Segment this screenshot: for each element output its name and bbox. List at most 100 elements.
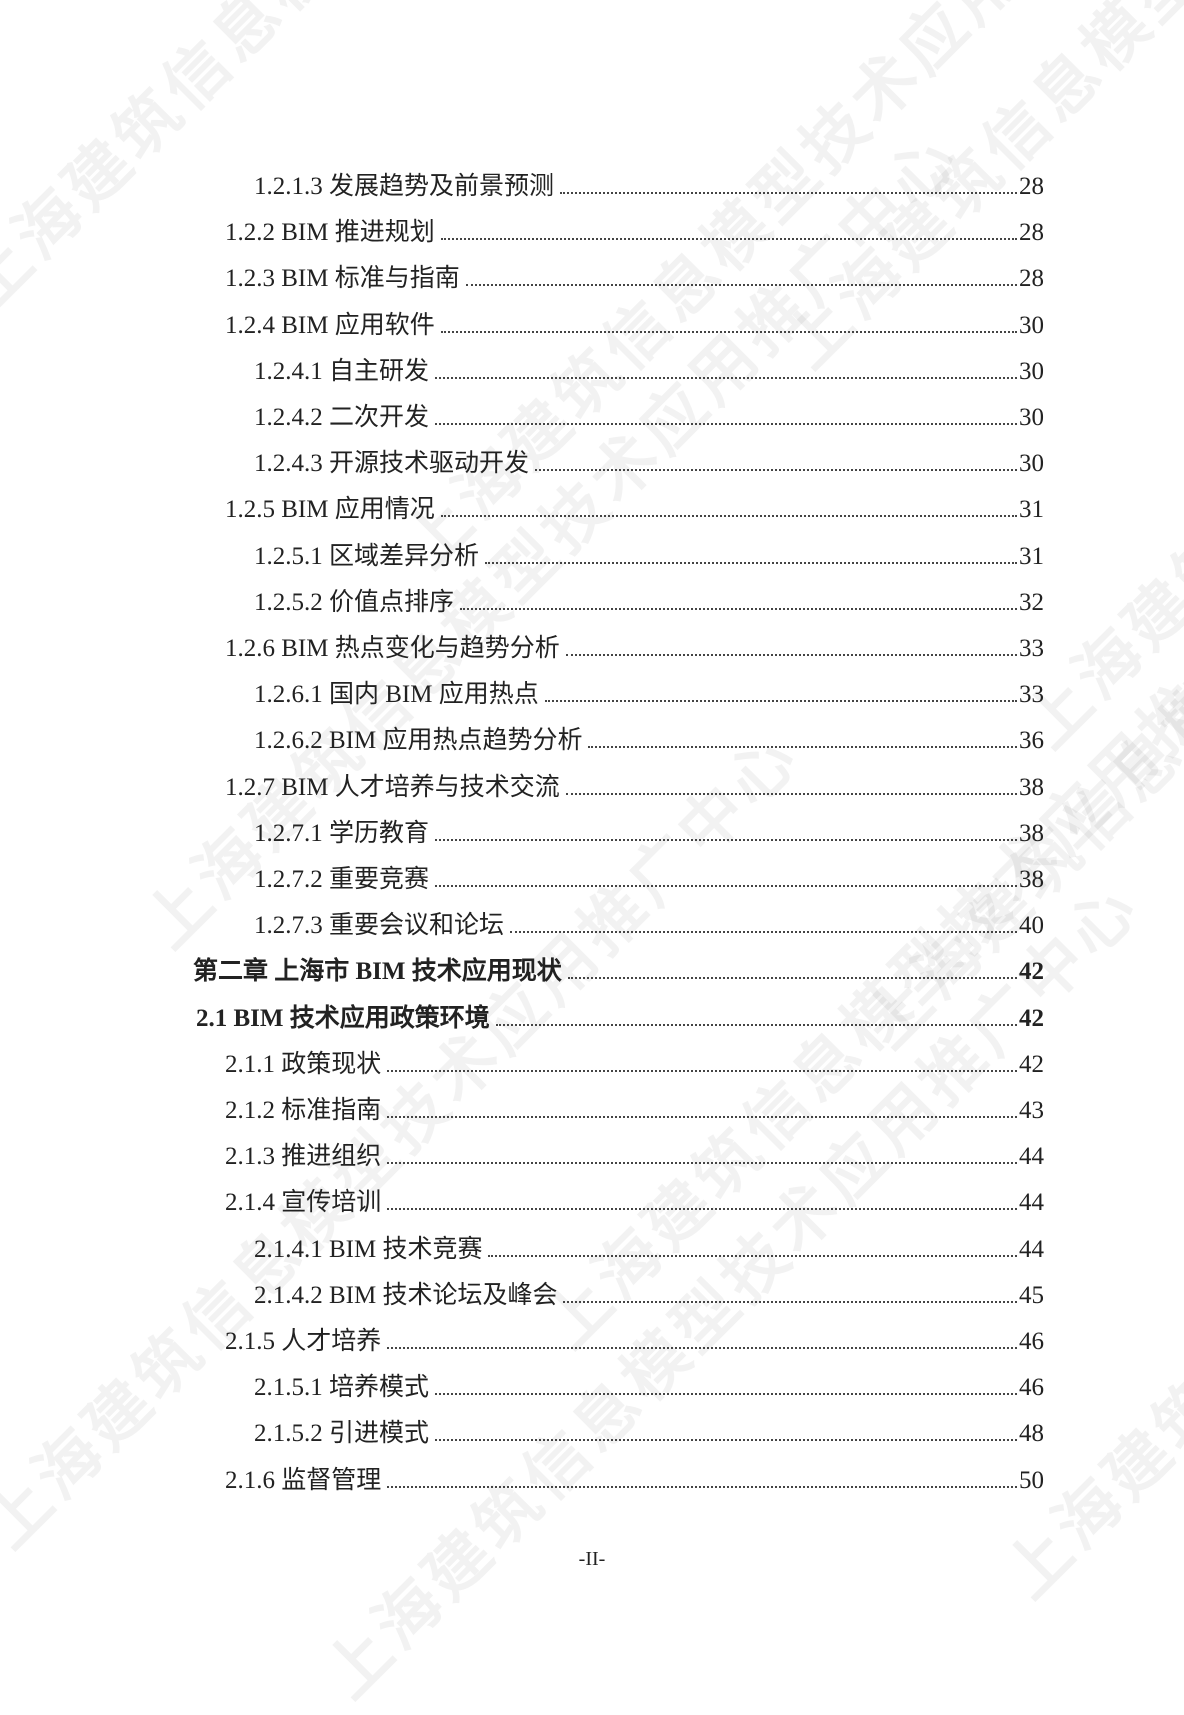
toc-entry-title: 1.2.4.1 自主研发 bbox=[254, 357, 430, 385]
toc-entry-page: 33 bbox=[1019, 635, 1044, 662]
toc-entry-page: 44 bbox=[1019, 1189, 1044, 1217]
toc-entry-page: 36 bbox=[1019, 727, 1044, 755]
dot-leader bbox=[435, 1393, 1017, 1396]
toc-entry-page: 44 bbox=[1019, 1143, 1044, 1171]
toc-entry-title: 1.2.4.3 开源技术驱动开发 bbox=[254, 450, 530, 478]
toc-entry-title: 2.1.5 人才培养 bbox=[225, 1328, 382, 1355]
dot-leader bbox=[440, 330, 1017, 333]
toc-entry-page: 30 bbox=[1019, 450, 1044, 478]
dot-leader bbox=[535, 469, 1017, 472]
dot-leader bbox=[460, 607, 1017, 610]
dot-leader bbox=[435, 423, 1017, 425]
toc-entry[interactable]: 1.2.6 BIM 热点变化与趋势分析 33 bbox=[225, 628, 1044, 668]
dot-leader bbox=[387, 1069, 1017, 1072]
page-number: -II- bbox=[578, 1548, 606, 1570]
toc-entry-title: 1.2.2 BIM 推进规划 bbox=[225, 219, 435, 247]
toc-entry-page: 31 bbox=[1019, 542, 1044, 570]
dot-leader bbox=[435, 1439, 1017, 1442]
toc-entry[interactable]: 2.1.4.2 BIM 技术论坛及峰会 45 bbox=[254, 1275, 1044, 1315]
dot-leader bbox=[488, 1254, 1017, 1257]
toc-entry[interactable]: 1.2.1.3 发展趋势及前景预测 28 bbox=[254, 166, 1044, 206]
dot-leader bbox=[510, 931, 1017, 934]
toc-entry-title: 1.2.1.3 发展趋势及前景预测 bbox=[254, 173, 555, 200]
toc-entry[interactable]: 第二章 上海市 BIM 技术应用现状 42 bbox=[193, 951, 1044, 991]
toc-entry[interactable]: 1.2.4 BIM 应用软件 30 bbox=[225, 305, 1044, 345]
toc-entry[interactable]: 1.2.7.2 重要竞赛 38 bbox=[254, 859, 1044, 899]
toc-entry-title: 2.1.3 推进组织 bbox=[225, 1143, 382, 1171]
toc-entry[interactable]: 1.2.6.2 BIM 应用热点趋势分析 36 bbox=[254, 720, 1044, 760]
toc-entry-page: 38 bbox=[1019, 773, 1044, 801]
toc-entry-page: 50 bbox=[1019, 1466, 1044, 1494]
toc-entry-page: 30 bbox=[1019, 311, 1044, 339]
toc-entry-page: 38 bbox=[1019, 819, 1044, 847]
toc-entry[interactable]: 2.1.6 监督管理 50 bbox=[225, 1460, 1044, 1500]
dot-leader bbox=[588, 746, 1017, 749]
toc-entry-title: 2.1.6 监督管理 bbox=[225, 1466, 382, 1494]
toc-entry-title: 1.2.7.2 重要竞赛 bbox=[254, 866, 430, 893]
toc-entry[interactable]: 1.2.4.1 自主研发 30 bbox=[254, 351, 1044, 391]
toc-entry[interactable]: 2.1.3 推进组织 44 bbox=[225, 1136, 1044, 1176]
dot-leader bbox=[387, 1485, 1017, 1488]
dot-leader bbox=[387, 1347, 1017, 1349]
toc-entry[interactable]: 2.1 BIM 技术应用政策环境 42 bbox=[196, 998, 1044, 1038]
toc-entry-title: 2.1 BIM 技术应用政策环境 bbox=[196, 1004, 490, 1032]
toc-entry-page: 42 bbox=[1019, 1050, 1044, 1078]
toc-entry-title: 1.2.6.2 BIM 应用热点趋势分析 bbox=[254, 727, 583, 755]
dot-leader bbox=[465, 284, 1017, 287]
toc-entry-title: 第二章 上海市 BIM 技术应用现状 bbox=[193, 958, 562, 986]
toc-entry-title: 1.2.6 BIM 热点变化与趋势分析 bbox=[225, 635, 560, 662]
toc-entry[interactable]: 1.2.5.1 区域差异分析 31 bbox=[254, 536, 1044, 576]
toc-entry-title: 1.2.7 BIM 人才培养与技术交流 bbox=[225, 773, 560, 801]
toc-entry-title: 2.1.2 标准指南 bbox=[225, 1097, 382, 1124]
toc-entry-title: 2.1.5.1 培养模式 bbox=[254, 1374, 430, 1402]
toc-entry-page: 28 bbox=[1019, 173, 1044, 200]
toc-entry[interactable]: 2.1.5 人才培养 46 bbox=[225, 1321, 1044, 1361]
dot-leader bbox=[387, 1162, 1017, 1165]
toc-entry[interactable]: 1.2.7.3 重要会议和论坛 40 bbox=[254, 905, 1044, 945]
toc-entry-title: 1.2.7.3 重要会议和论坛 bbox=[254, 912, 505, 940]
toc-entry-title: 2.1.4.1 BIM 技术竞赛 bbox=[254, 1235, 483, 1263]
toc-entry[interactable]: 2.1.5.2 引进模式 48 bbox=[254, 1413, 1044, 1453]
toc-entry[interactable]: 2.1.4.1 BIM 技术竞赛 44 bbox=[254, 1229, 1044, 1269]
dot-leader bbox=[485, 561, 1017, 564]
toc-entry-page: 46 bbox=[1019, 1374, 1044, 1402]
dot-leader bbox=[440, 238, 1017, 241]
dot-leader bbox=[560, 192, 1017, 194]
toc-entry[interactable]: 2.1.1 政策现状 42 bbox=[225, 1044, 1044, 1084]
toc-entry[interactable]: 1.2.5 BIM 应用情况 31 bbox=[225, 489, 1044, 529]
toc-entry-page: 48 bbox=[1019, 1420, 1044, 1448]
toc-entry-page: 32 bbox=[1019, 588, 1044, 616]
dot-leader bbox=[387, 1208, 1017, 1211]
toc-entry-title: 1.2.7.1 学历教育 bbox=[254, 819, 430, 847]
dot-leader bbox=[440, 515, 1017, 518]
toc-entry[interactable]: 1.2.4.2 二次开发 30 bbox=[254, 397, 1044, 437]
toc-entry[interactable]: 1.2.7.1 学历教育 38 bbox=[254, 813, 1044, 853]
toc-entry-title: 2.1.4.2 BIM 技术论坛及峰会 bbox=[254, 1281, 558, 1309]
toc-entry-title: 2.1.4 宣传培训 bbox=[225, 1189, 382, 1217]
toc-entry-page: 44 bbox=[1019, 1235, 1044, 1263]
toc-entry-page: 28 bbox=[1019, 265, 1044, 293]
toc-entry[interactable]: 1.2.3 BIM 标准与指南 28 bbox=[225, 258, 1044, 298]
toc-entry-page: 30 bbox=[1019, 404, 1044, 431]
toc-entry[interactable]: 2.1.4 宣传培训 44 bbox=[225, 1182, 1044, 1222]
toc-entry[interactable]: 2.1.2 标准指南 43 bbox=[225, 1090, 1044, 1130]
toc-entry-title: 1.2.3 BIM 标准与指南 bbox=[225, 265, 460, 293]
toc-entry-title: 1.2.5.2 价值点排序 bbox=[254, 588, 455, 616]
toc-entry-page: 40 bbox=[1019, 912, 1044, 940]
toc-entry-page: 45 bbox=[1019, 1281, 1044, 1309]
toc-entry[interactable]: 2.1.5.1 培养模式 46 bbox=[254, 1367, 1044, 1407]
toc-entry-page: 42 bbox=[1019, 958, 1044, 986]
toc-entry[interactable]: 1.2.4.3 开源技术驱动开发 30 bbox=[254, 443, 1044, 483]
dot-leader bbox=[544, 700, 1017, 703]
toc-entry[interactable]: 1.2.7 BIM 人才培养与技术交流 38 bbox=[225, 767, 1044, 807]
toc-entry-page: 43 bbox=[1019, 1097, 1044, 1124]
dot-leader bbox=[495, 1023, 1017, 1026]
toc-entry[interactable]: 1.2.2 BIM 推进规划 28 bbox=[225, 212, 1044, 252]
toc-entry[interactable]: 1.2.5.2 价值点排序 32 bbox=[254, 582, 1044, 622]
dot-leader bbox=[435, 838, 1017, 841]
toc-entry-title: 1.2.4 BIM 应用软件 bbox=[225, 311, 435, 339]
toc-entry-page: 31 bbox=[1019, 496, 1044, 524]
toc-entry-title: 1.2.5 BIM 应用情况 bbox=[225, 496, 435, 524]
toc-entry-page: 30 bbox=[1019, 357, 1044, 385]
toc-entry[interactable]: 1.2.6.1 国内 BIM 应用热点 33 bbox=[254, 674, 1044, 714]
